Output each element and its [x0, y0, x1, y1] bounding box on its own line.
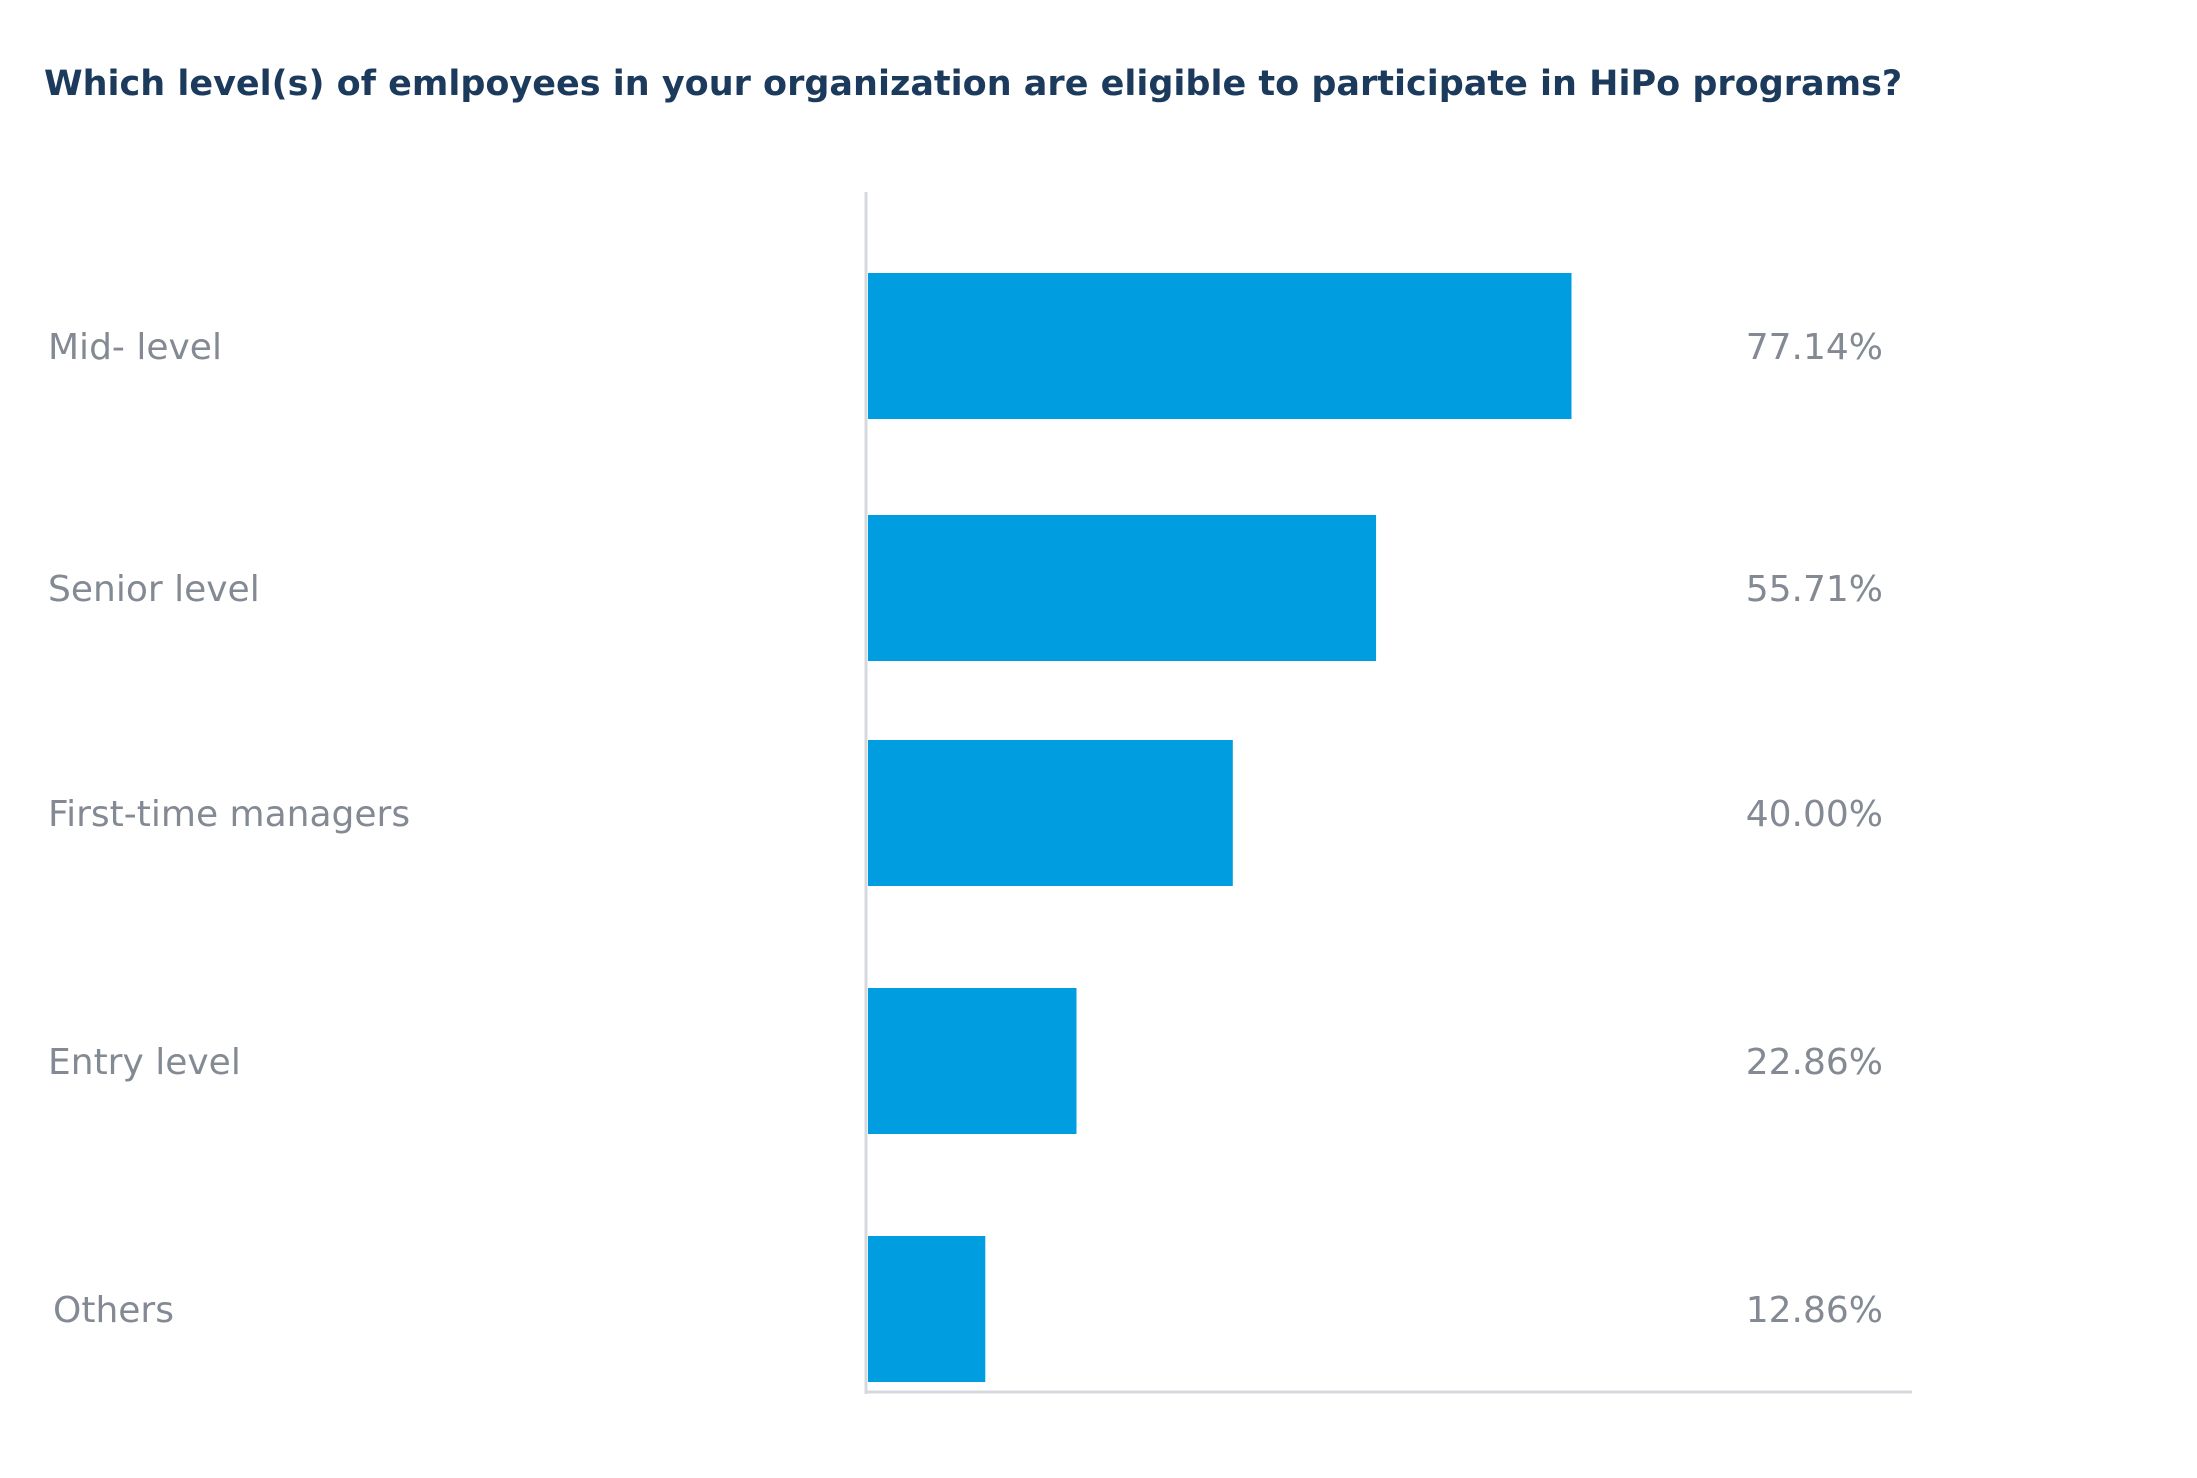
bar-2 — [868, 740, 1233, 886]
bar-0 — [868, 273, 1572, 419]
value-label-1: 55.71% — [1746, 569, 1883, 610]
value-label-3: 22.86% — [1746, 1042, 1883, 1083]
chart-title: Which level(s) of emlpoyees in your orga… — [44, 64, 1902, 104]
value-label-4: 12.86% — [1746, 1290, 1883, 1331]
bar-3 — [868, 988, 1077, 1134]
category-label-0: Mid- level — [48, 327, 222, 368]
value-label-0: 77.14% — [1746, 327, 1883, 368]
category-label-3: Entry level — [48, 1042, 241, 1083]
bar-1 — [868, 515, 1377, 661]
value-label-2: 40.00% — [1746, 794, 1883, 835]
category-label-1: Senior level — [48, 569, 260, 610]
category-label-2: First-time managers — [48, 794, 410, 835]
category-label-4: Others — [53, 1290, 174, 1331]
bar-4 — [868, 1236, 986, 1382]
labels-layer: Mid- level 77.14% Senior level 55.71% First-… — [48, 327, 1883, 1331]
axes-layer — [864, 192, 1912, 1394]
bars-layer — [868, 273, 1572, 1382]
